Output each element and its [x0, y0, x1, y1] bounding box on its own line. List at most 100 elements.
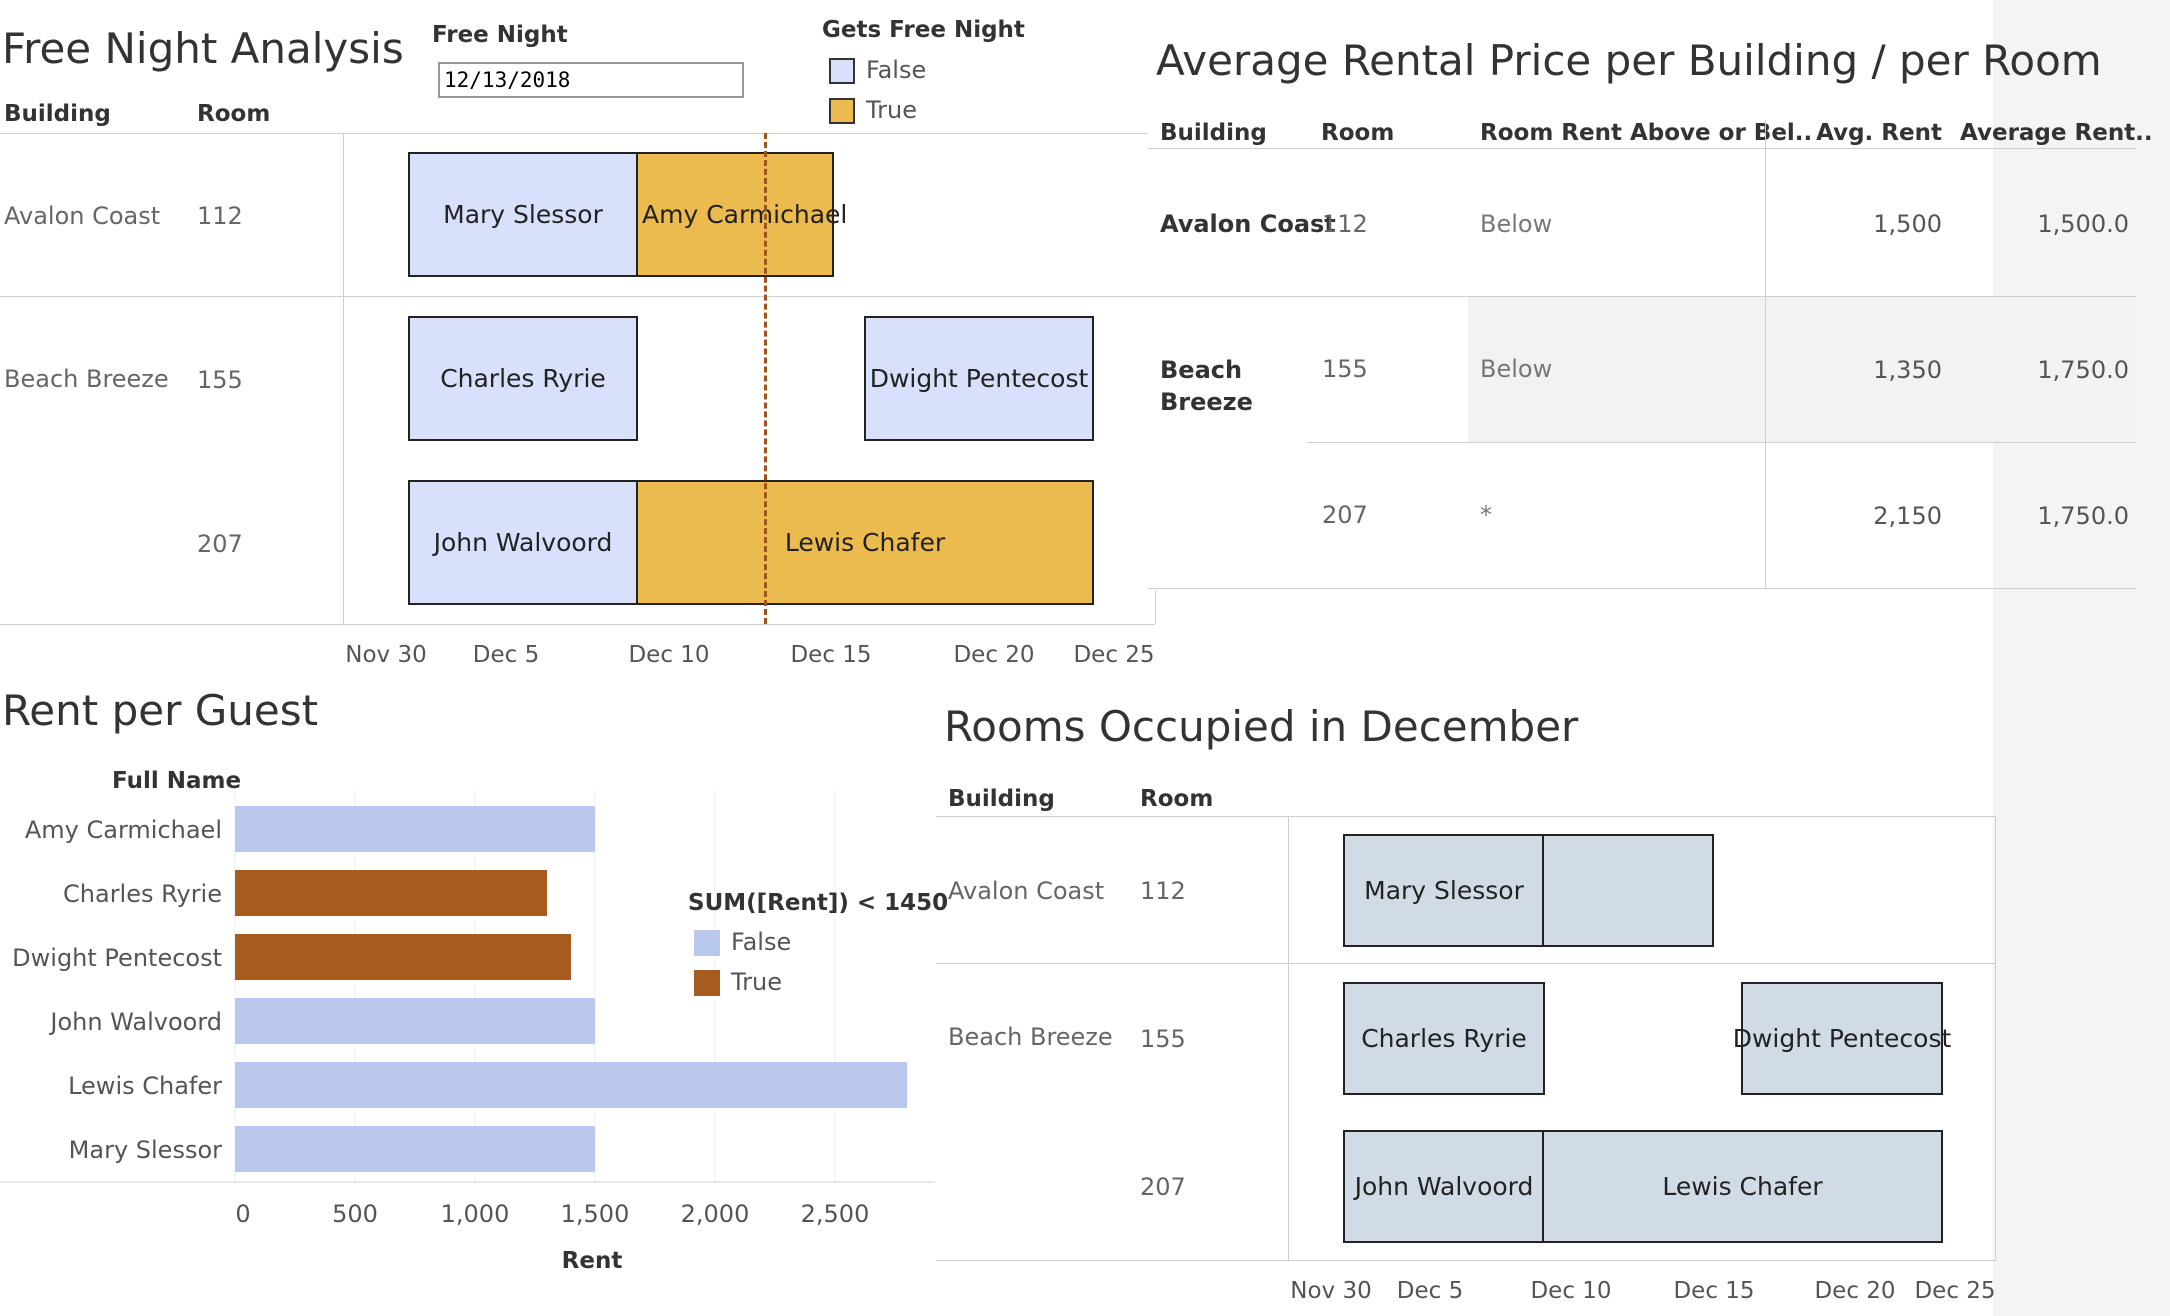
oc-room-207: 207 [1140, 1173, 1186, 1201]
oc-right-edge [1995, 816, 1996, 1260]
legend-true-label: True [866, 96, 917, 124]
rent-tick-label: 1,000 [441, 1200, 510, 1228]
fn-tick: Nov 30 [345, 642, 427, 668]
legend-false-label: False [866, 56, 927, 84]
rent-per-guest-title: Rent per Guest [2, 686, 319, 735]
oc-tick: Dec 25 [1914, 1278, 1996, 1304]
rooms-occupied-title: Rooms Occupied in December [944, 702, 1579, 751]
oc-room-112: 112 [1140, 877, 1186, 905]
rent-legend-false-swatch [694, 930, 720, 956]
ar-avg-rent: 1,500 [1873, 210, 1942, 238]
oc-bar-label: Dwight Pentecost [1732, 1024, 1952, 1053]
fn-tick: Dec 15 [790, 642, 872, 668]
rent-bar[interactable] [235, 934, 571, 980]
free-night-title: Free Night Analysis [2, 24, 404, 73]
ar-above-below: Below [1480, 210, 1553, 238]
oc-tick: Dec 10 [1530, 1278, 1612, 1304]
fn-building-beach: Beach Breeze [4, 365, 169, 393]
oc-bottom-divider [936, 1260, 1996, 1261]
oc-axis-line [1288, 816, 1289, 1260]
fn-bar-dwight-pentecost[interactable]: Dwight Pentecost [864, 316, 1094, 441]
ar-measure-divider [1765, 120, 1766, 588]
rent-per-guest-chart: 0 500 1,000 1,500 2,000 2,500 Amy Carmichael Ch… [0, 790, 935, 1228]
oc-building-beach: Beach Breeze [948, 1023, 1113, 1051]
rent-category-label: Lewis Chafer [68, 1072, 222, 1100]
ar-room-155: 155 [1322, 355, 1368, 383]
rent-category-label: Amy Carmichael [25, 816, 222, 844]
ar-header-divider [1148, 148, 2136, 149]
rent-legend-false-label: False [731, 928, 792, 956]
fn-tick: Dec 25 [1073, 642, 1155, 668]
rent-bar[interactable] [235, 1062, 907, 1108]
ar-subrow-divider [1307, 442, 2136, 443]
oc-tick: Dec 20 [1814, 1278, 1896, 1304]
fn-col-building: Building [4, 101, 111, 127]
free-night-date-input[interactable] [438, 62, 744, 98]
legend-false-swatch [829, 58, 855, 84]
ar-col-above-below: Room Rent Above or Bel.. [1480, 120, 1813, 146]
fn-room-207: 207 [197, 530, 243, 558]
free-night-reference-line [764, 133, 767, 624]
oc-bar-lewis-chafer[interactable]: Lewis Chafer [1542, 1130, 1943, 1243]
rent-category-label: Mary Slessor [69, 1136, 222, 1164]
fn-bar-charles-ryrie[interactable]: Charles Ryrie [408, 316, 638, 441]
fn-bar-john-walvoord[interactable]: John Walvoord [408, 480, 638, 605]
oc-bar-john-walvoord[interactable]: John Walvoord [1343, 1130, 1545, 1243]
fn-bar-label: Charles Ryrie [440, 364, 606, 393]
rent-category-label: Charles Ryrie [63, 880, 222, 908]
ar-avg-rent: 2,150 [1873, 502, 1942, 530]
rent-bar[interactable] [235, 870, 547, 916]
fn-bottom-divider [0, 624, 1155, 625]
rent-legend-true-label: True [731, 968, 782, 996]
oc-bar-amy-carmichael[interactable] [1542, 834, 1714, 947]
ar-above-below: Below [1480, 355, 1553, 383]
oc-bar-mary-slessor[interactable]: Mary Slessor [1343, 834, 1545, 947]
oc-tick: Dec 15 [1673, 1278, 1755, 1304]
ar-building-avalon: Avalon Coast [1160, 210, 1336, 238]
ar-col-building: Building [1160, 120, 1267, 146]
rent-axis-title: Rent [561, 1248, 623, 1274]
ar-bottom-divider [1148, 588, 2136, 589]
rent-category-label: John Walvoord [48, 1008, 222, 1036]
rent-tick-label: 500 [332, 1200, 378, 1228]
ar-room-112: 112 [1322, 210, 1368, 238]
rent-bar[interactable] [235, 998, 595, 1044]
rent-tick-label: 1,500 [561, 1200, 630, 1228]
avg-rent-title: Average Rental Price per Building / per … [1156, 36, 2102, 85]
fn-bar-mary-slessor[interactable]: Mary Slessor [408, 152, 638, 277]
ar-col-avg-building: Average Rent.. [1960, 120, 2153, 146]
rent-tick-label: 2,500 [801, 1200, 870, 1228]
rent-tick-label: 0 [235, 1200, 250, 1228]
oc-bar-dwight-pentecost[interactable]: Dwight Pentecost [1733, 982, 1951, 1095]
avg-rent-highlight-cell [1468, 296, 1765, 442]
oc-col-building: Building [948, 786, 1055, 812]
oc-bar-charles-ryrie[interactable]: Charles Ryrie [1343, 982, 1545, 1095]
fn-col-room: Room [197, 101, 271, 127]
rent-guest-axis-header: Full Name [112, 768, 242, 794]
fn-bar-label: Mary Slessor [443, 200, 603, 229]
oc-tick: Nov 30 [1290, 1278, 1372, 1304]
ar-col-room: Room [1321, 120, 1395, 146]
fn-axis-line [343, 133, 344, 624]
rent-tick-label: 2,000 [681, 1200, 750, 1228]
fn-bar-amy-carmichael[interactable]: Amy Carmichael [636, 152, 847, 277]
oc-header-divider [936, 816, 1996, 817]
oc-building-avalon: Avalon Coast [948, 877, 1105, 905]
rent-bar[interactable] [235, 1126, 595, 1172]
oc-bar-label: Mary Slessor [1364, 876, 1524, 905]
fn-bar-label: John Walvoord [433, 528, 613, 557]
fn-building-avalon: Avalon Coast [4, 202, 161, 230]
oc-row-divider [936, 963, 1996, 964]
fn-tick: Dec 10 [628, 642, 710, 668]
dashboard-right-margin [1993, 0, 2170, 1316]
oc-col-room: Room [1140, 786, 1214, 812]
fn-header-divider [0, 133, 1148, 134]
fn-bar-lewis-chafer[interactable]: Lewis Chafer [636, 480, 1094, 605]
fn-room-112: 112 [197, 202, 243, 230]
fn-tick: Dec 20 [953, 642, 1035, 668]
rent-bar[interactable] [235, 806, 595, 852]
ar-avg-building: 1,750.0 [2037, 502, 2129, 530]
oc-bar-label: Lewis Chafer [1662, 1172, 1823, 1201]
ar-room-207: 207 [1322, 501, 1368, 529]
fn-row-divider [0, 296, 1155, 297]
